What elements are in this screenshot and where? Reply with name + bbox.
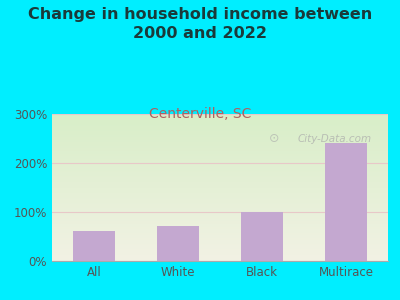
Bar <box>157 226 199 261</box>
Bar <box>73 231 115 261</box>
Text: Centerville, SC: Centerville, SC <box>149 106 251 121</box>
Bar <box>241 212 283 261</box>
Text: City-Data.com: City-Data.com <box>297 134 372 144</box>
Bar <box>325 143 367 261</box>
Text: Change in household income between
2000 and 2022: Change in household income between 2000 … <box>28 8 372 41</box>
Text: ⊙: ⊙ <box>268 133 279 146</box>
